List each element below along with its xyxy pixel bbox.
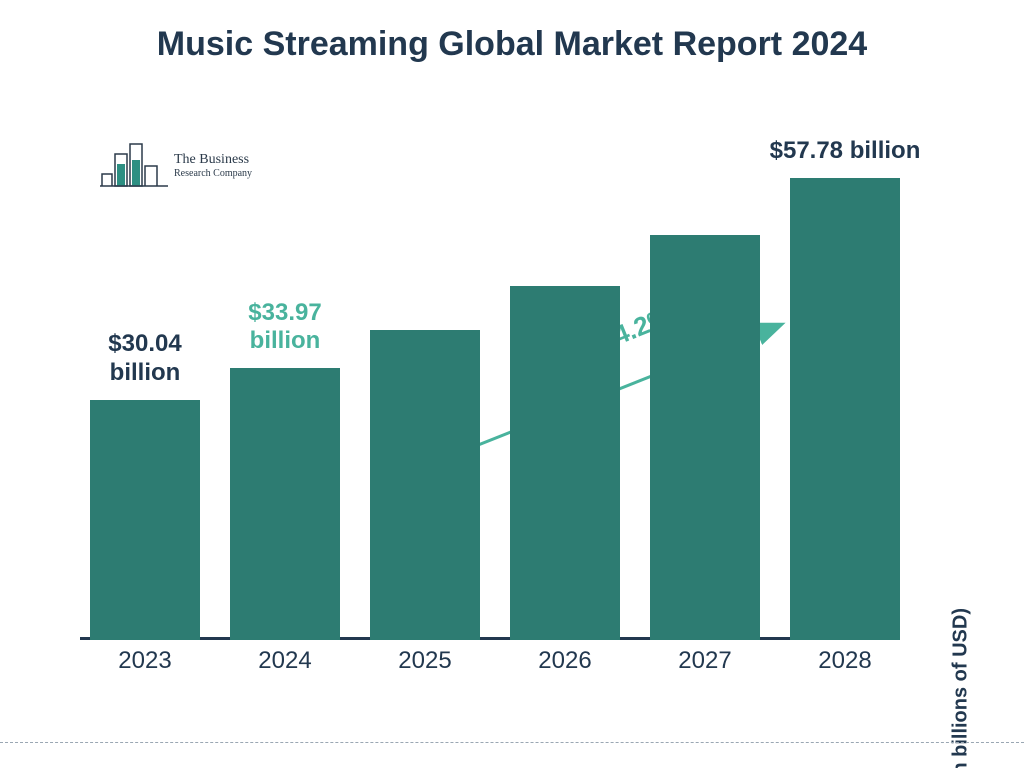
cagr-arrow-icon (80, 120, 900, 680)
x-tick-label: 2024 (230, 647, 340, 675)
x-tick-label: 2026 (510, 647, 620, 675)
x-tick-label: 2027 (650, 647, 760, 675)
bar (650, 235, 760, 640)
bar-value-label: $57.78 billion (750, 137, 940, 166)
footer-divider (0, 742, 1024, 743)
bar-chart: CAGR14.2% 202320242025202620272028$30.04… (80, 120, 900, 680)
page-title: Music Streaming Global Market Report 202… (0, 25, 1024, 64)
x-tick-label: 2023 (90, 647, 200, 675)
bar (90, 400, 200, 640)
bar-value-label: $33.97billion (220, 299, 350, 357)
bar (370, 330, 480, 640)
bar (510, 286, 620, 640)
x-tick-label: 2028 (790, 647, 900, 675)
bar (790, 178, 900, 640)
x-tick-label: 2025 (370, 647, 480, 675)
y-axis-label: Market Size (in billions of USD) (949, 608, 972, 768)
bar-value-label: $30.04billion (80, 330, 210, 388)
chart-container: Music Streaming Global Market Report 202… (0, 0, 1024, 768)
bar (230, 368, 340, 640)
x-axis (80, 637, 900, 640)
